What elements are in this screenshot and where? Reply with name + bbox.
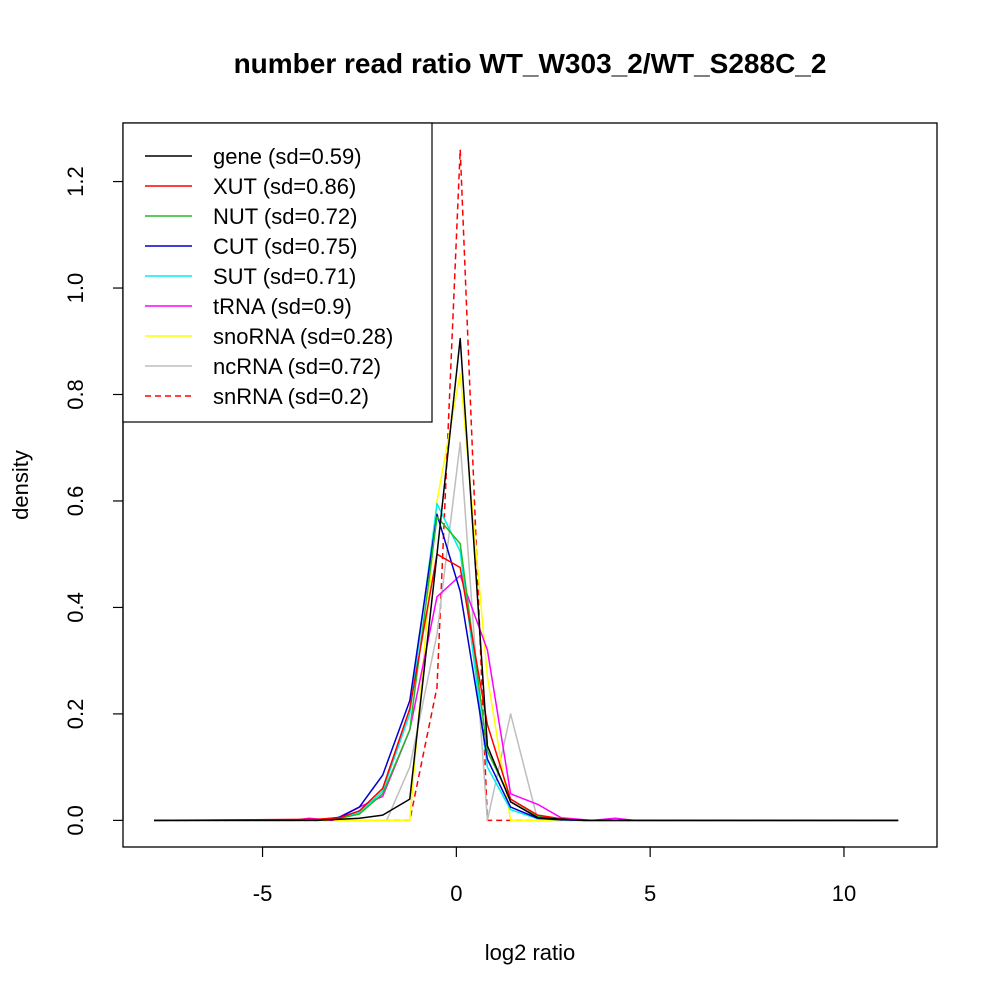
x-tick-label: -5: [253, 881, 273, 906]
series-line: [154, 337, 899, 822]
legend-box: [122, 122, 433, 423]
y-tick-label: 0.2: [63, 699, 88, 730]
x-tick-label: 10: [832, 881, 856, 906]
legend-label: gene (sd=0.59): [213, 144, 362, 169]
series-line: [153, 553, 899, 822]
series-line: [154, 441, 899, 822]
series-line: [154, 372, 899, 822]
legend-label: tRNA (sd=0.9): [213, 294, 352, 319]
legend-label: snoRNA (sd=0.28): [213, 324, 393, 349]
y-axis-label: density: [8, 450, 33, 520]
legend-label: XUT (sd=0.86): [213, 174, 356, 199]
x-axis-label: log2 ratio: [485, 940, 576, 965]
legend-label: SUT (sd=0.71): [213, 264, 356, 289]
y-tick-label: 0.8: [63, 379, 88, 410]
x-tick-label: 5: [644, 881, 656, 906]
legend-label: CUT (sd=0.75): [213, 234, 357, 259]
x-tick-label: 0: [450, 881, 462, 906]
legend-label: snRNA (sd=0.2): [213, 384, 369, 409]
chart-title: number read ratio WT_W303_2/WT_S288C_2: [234, 48, 827, 79]
y-tick-label: 1.0: [63, 273, 88, 304]
series-line: [154, 574, 899, 822]
y-tick-label: 0.6: [63, 486, 88, 517]
y-tick-label: 1.2: [63, 166, 88, 197]
x-axis: -5 0 5 10: [253, 846, 856, 906]
legend: gene (sd=0.59) XUT (sd=0.86) NUT (sd=0.72)…: [122, 122, 433, 423]
y-axis: 0.0 0.2 0.4 0.6 0.8 1.0 1.2: [63, 166, 124, 836]
plot-lines: [153, 148, 899, 822]
legend-label: NUT (sd=0.72): [213, 204, 357, 229]
legend-label: ncRNA (sd=0.72): [213, 354, 381, 379]
y-tick-label: 0.0: [63, 805, 88, 836]
y-tick-label: 0.4: [63, 592, 88, 623]
plot-frame: [122, 122, 938, 848]
